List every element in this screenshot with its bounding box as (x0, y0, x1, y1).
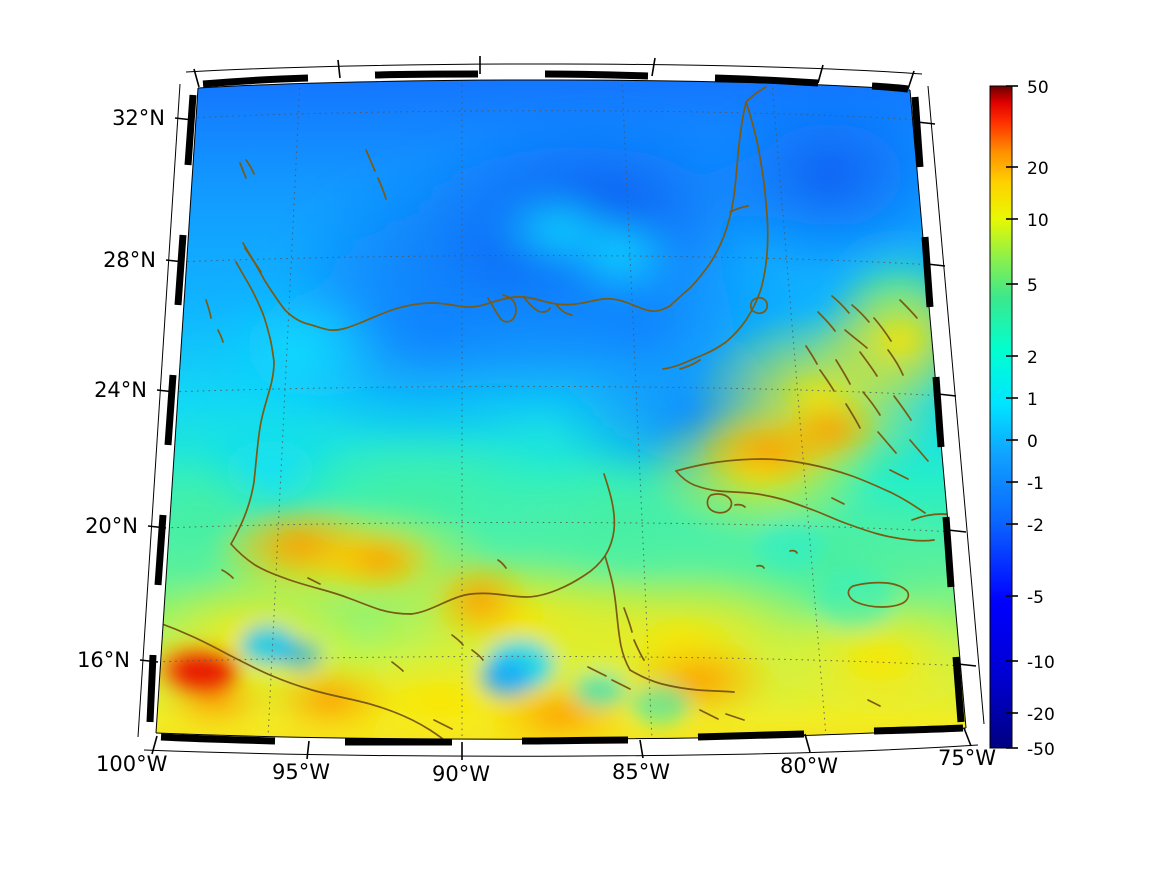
cbtick-label-20: 20 (1027, 159, 1049, 179)
coastlines (156, 86, 966, 740)
ytick-label-24: 24°N (94, 378, 147, 402)
graticule (156, 79, 965, 740)
cbtick-label-neg2: -2 (1027, 516, 1044, 536)
xtick-label-3: 85°W (612, 760, 670, 784)
axis-ticks (139, 56, 977, 760)
xtick-label-1: 95°W (272, 760, 330, 784)
ytick-label-20: 20°N (85, 514, 138, 538)
map-frame (137, 56, 985, 760)
cbtick-label-neg1: -1 (1027, 474, 1044, 494)
xtick-label-2: 90°W (432, 762, 490, 786)
data-field (156, 79, 966, 740)
cbtick-label-neg50: -50 (1027, 740, 1055, 760)
cbtick-label-neg20: -20 (1027, 705, 1055, 725)
cbtick-label-1: 1 (1027, 390, 1038, 410)
cbtick-label-10: 10 (1027, 211, 1049, 231)
ytick-label-32: 32°N (112, 106, 165, 130)
ytick-label-28: 28°N (103, 248, 156, 272)
ytick-label-16: 16°N (77, 648, 130, 672)
xtick-label-0: 100°W (96, 752, 168, 776)
cbtick-label-2: 2 (1027, 348, 1038, 368)
cbtick-label-neg5: -5 (1027, 588, 1044, 608)
xtick-label-5: 75°W (938, 746, 996, 770)
cbtick-label-0: 0 (1027, 432, 1038, 452)
cbtick-label-50: 50 (1027, 78, 1049, 98)
cbtick-label-5: 5 (1027, 276, 1038, 296)
cbtick-label-neg10: -10 (1027, 653, 1055, 673)
xtick-label-4: 80°W (780, 754, 838, 778)
